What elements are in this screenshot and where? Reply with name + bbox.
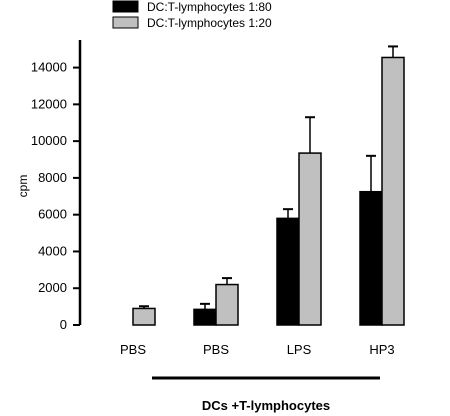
y-tick-label: 10000	[31, 133, 67, 148]
x-tick-label: PBS	[203, 342, 229, 357]
bars	[132, 56, 405, 326]
error-bars	[139, 45, 398, 310]
y-tick-label: 0	[60, 317, 67, 332]
x-tick-label: PBS	[120, 342, 146, 357]
x-tick-label: HP3	[369, 342, 394, 357]
legend-swatch	[112, 16, 139, 29]
y-tick-label: 8000	[38, 170, 67, 185]
bar-ratio-1-20	[215, 283, 239, 326]
bar-ratio-1-80	[359, 190, 383, 326]
y-axis: 0 2000 4000 6000 8000 10000 12000 14000	[31, 40, 82, 332]
bar-ratio-1-80	[193, 308, 217, 326]
bar-ratio-1-20	[381, 56, 405, 326]
y-tick-label: 2000	[38, 280, 67, 295]
legend-swatch	[112, 0, 139, 13]
bar-ratio-1-80	[276, 217, 300, 326]
legend: DC:T-lymphocytes 1:80 DC:T-lymphocytes 1:…	[112, 0, 272, 30]
y-tick-label: 4000	[38, 243, 67, 258]
legend-label: DC:T-lymphocytes 1:80	[147, 0, 272, 14]
bar-ratio-1-20	[298, 152, 322, 326]
group-label: DCs +T-lymphocytes	[202, 398, 330, 413]
y-tick-label: 14000	[31, 60, 67, 75]
y-axis-label: cpm	[16, 175, 30, 198]
y-tick-label: 6000	[38, 207, 67, 222]
y-tick-label: 12000	[31, 96, 67, 111]
legend-label: DC:T-lymphocytes 1:20	[147, 16, 272, 30]
bar-ratio-1-20	[132, 307, 156, 326]
x-axis: PBS PBS LPS HP3	[120, 342, 395, 357]
x-tick-label: LPS	[287, 342, 312, 357]
